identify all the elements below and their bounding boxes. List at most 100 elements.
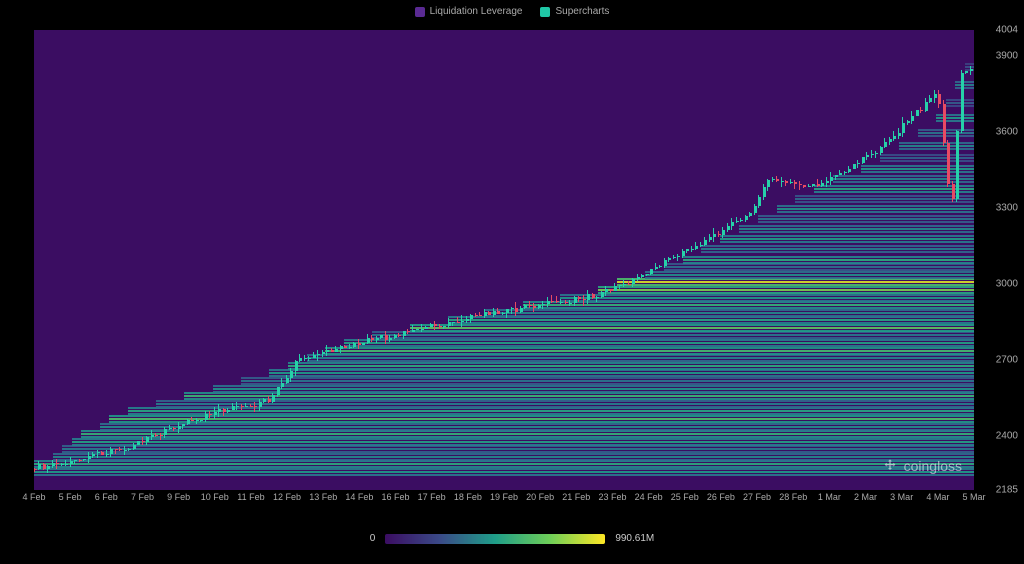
candle-body: [848, 169, 851, 172]
candle-body: [281, 383, 284, 387]
candle-body: [200, 420, 203, 421]
x-tick-label: 20 Feb: [526, 492, 554, 502]
y-tick-label: 2700: [996, 354, 1018, 365]
candle-body: [497, 311, 500, 314]
candle-body: [790, 182, 793, 183]
y-tick-label: 2400: [996, 430, 1018, 441]
candle-body: [637, 277, 640, 279]
candle-body: [47, 466, 50, 469]
heat-band: [795, 201, 974, 203]
candle-wick: [817, 179, 818, 187]
heat-band: [53, 456, 974, 458]
candle-body: [61, 464, 64, 465]
candle-body: [605, 289, 608, 292]
candle-body: [488, 312, 491, 315]
x-tick-label: 1 Mar: [818, 492, 841, 502]
candle-body: [956, 131, 959, 199]
candle-body: [173, 428, 176, 429]
candle-body: [398, 335, 401, 336]
candle-body: [304, 358, 307, 359]
candle-body: [799, 184, 802, 185]
candle-body: [146, 437, 149, 443]
candle-body: [731, 222, 734, 226]
heat-band: [523, 304, 974, 306]
candle-body: [389, 338, 392, 340]
candle-body: [313, 355, 316, 358]
candle-body: [245, 406, 248, 407]
heat-band: [777, 205, 974, 207]
candle-body: [898, 133, 901, 136]
candle-body: [322, 352, 325, 354]
heat-band: [109, 418, 974, 420]
candle-body: [821, 183, 824, 186]
candle-body: [866, 155, 869, 158]
candle-body: [371, 338, 374, 340]
candle-body: [461, 321, 464, 322]
heat-band: [410, 327, 974, 329]
heat-band: [372, 334, 974, 336]
candle-body: [277, 387, 280, 395]
heat-band: [241, 383, 974, 385]
candle-body: [682, 251, 685, 256]
heat-band: [288, 365, 974, 367]
candle-body: [632, 279, 635, 284]
candle-body: [601, 292, 604, 297]
candle-body: [916, 110, 919, 115]
heat-band: [598, 289, 974, 291]
candle-body: [767, 180, 770, 187]
heat-band: [833, 181, 974, 183]
heat-band: [307, 360, 974, 362]
candle-body: [943, 104, 946, 143]
heat-band: [372, 337, 974, 339]
candle-body: [713, 234, 716, 238]
candle-body: [641, 275, 644, 277]
heat-band: [955, 87, 974, 89]
x-tick-label: 14 Feb: [345, 492, 373, 502]
candle-body: [65, 464, 68, 465]
heat-band: [758, 218, 974, 220]
candle-body: [610, 289, 613, 291]
x-tick-label: 5 Feb: [59, 492, 82, 502]
candle-body: [587, 294, 590, 300]
candle-body: [295, 361, 298, 372]
heat-band: [560, 297, 974, 299]
heat-band: [156, 403, 974, 405]
heat-band: [269, 372, 974, 374]
x-tick-label: 28 Feb: [779, 492, 807, 502]
x-tick-label: 6 Feb: [95, 492, 118, 502]
candle-body: [70, 461, 73, 463]
candle-body: [232, 406, 235, 409]
candle-body: [538, 305, 541, 307]
heat-band: [758, 221, 974, 223]
chart-plot-area[interactable]: coingloss: [34, 30, 974, 490]
heat-band: [34, 471, 974, 473]
heat-band: [62, 448, 974, 450]
candle-body: [628, 284, 631, 285]
x-axis: 4 Feb5 Feb6 Feb7 Feb9 Feb10 Feb11 Feb12 …: [34, 492, 974, 508]
candle-body: [718, 234, 721, 236]
legend-item[interactable]: Supercharts: [540, 6, 609, 17]
candle-body: [196, 420, 199, 421]
candle-body: [758, 197, 761, 206]
candle-body: [785, 181, 788, 183]
heat-band: [880, 160, 974, 162]
candle-body: [929, 98, 932, 101]
x-tick-label: 3 Mar: [890, 492, 913, 502]
legend-item[interactable]: Liquidation Leverage: [415, 6, 523, 17]
candle-body: [659, 266, 662, 267]
candle-body: [664, 260, 667, 267]
candle-body: [542, 304, 545, 306]
heat-band: [100, 426, 974, 428]
candle-body: [749, 213, 752, 216]
legend: Liquidation Leverage Supercharts: [0, 6, 1024, 17]
candle-body: [254, 406, 257, 407]
candle-body: [443, 326, 446, 327]
heat-band: [560, 300, 974, 302]
heat-band: [410, 330, 974, 332]
heat-band: [814, 191, 974, 193]
candle-body: [106, 454, 109, 455]
candle-body: [164, 429, 167, 435]
candle-body: [115, 449, 118, 450]
heat-band: [965, 63, 974, 65]
x-tick-label: 5 Mar: [962, 492, 985, 502]
